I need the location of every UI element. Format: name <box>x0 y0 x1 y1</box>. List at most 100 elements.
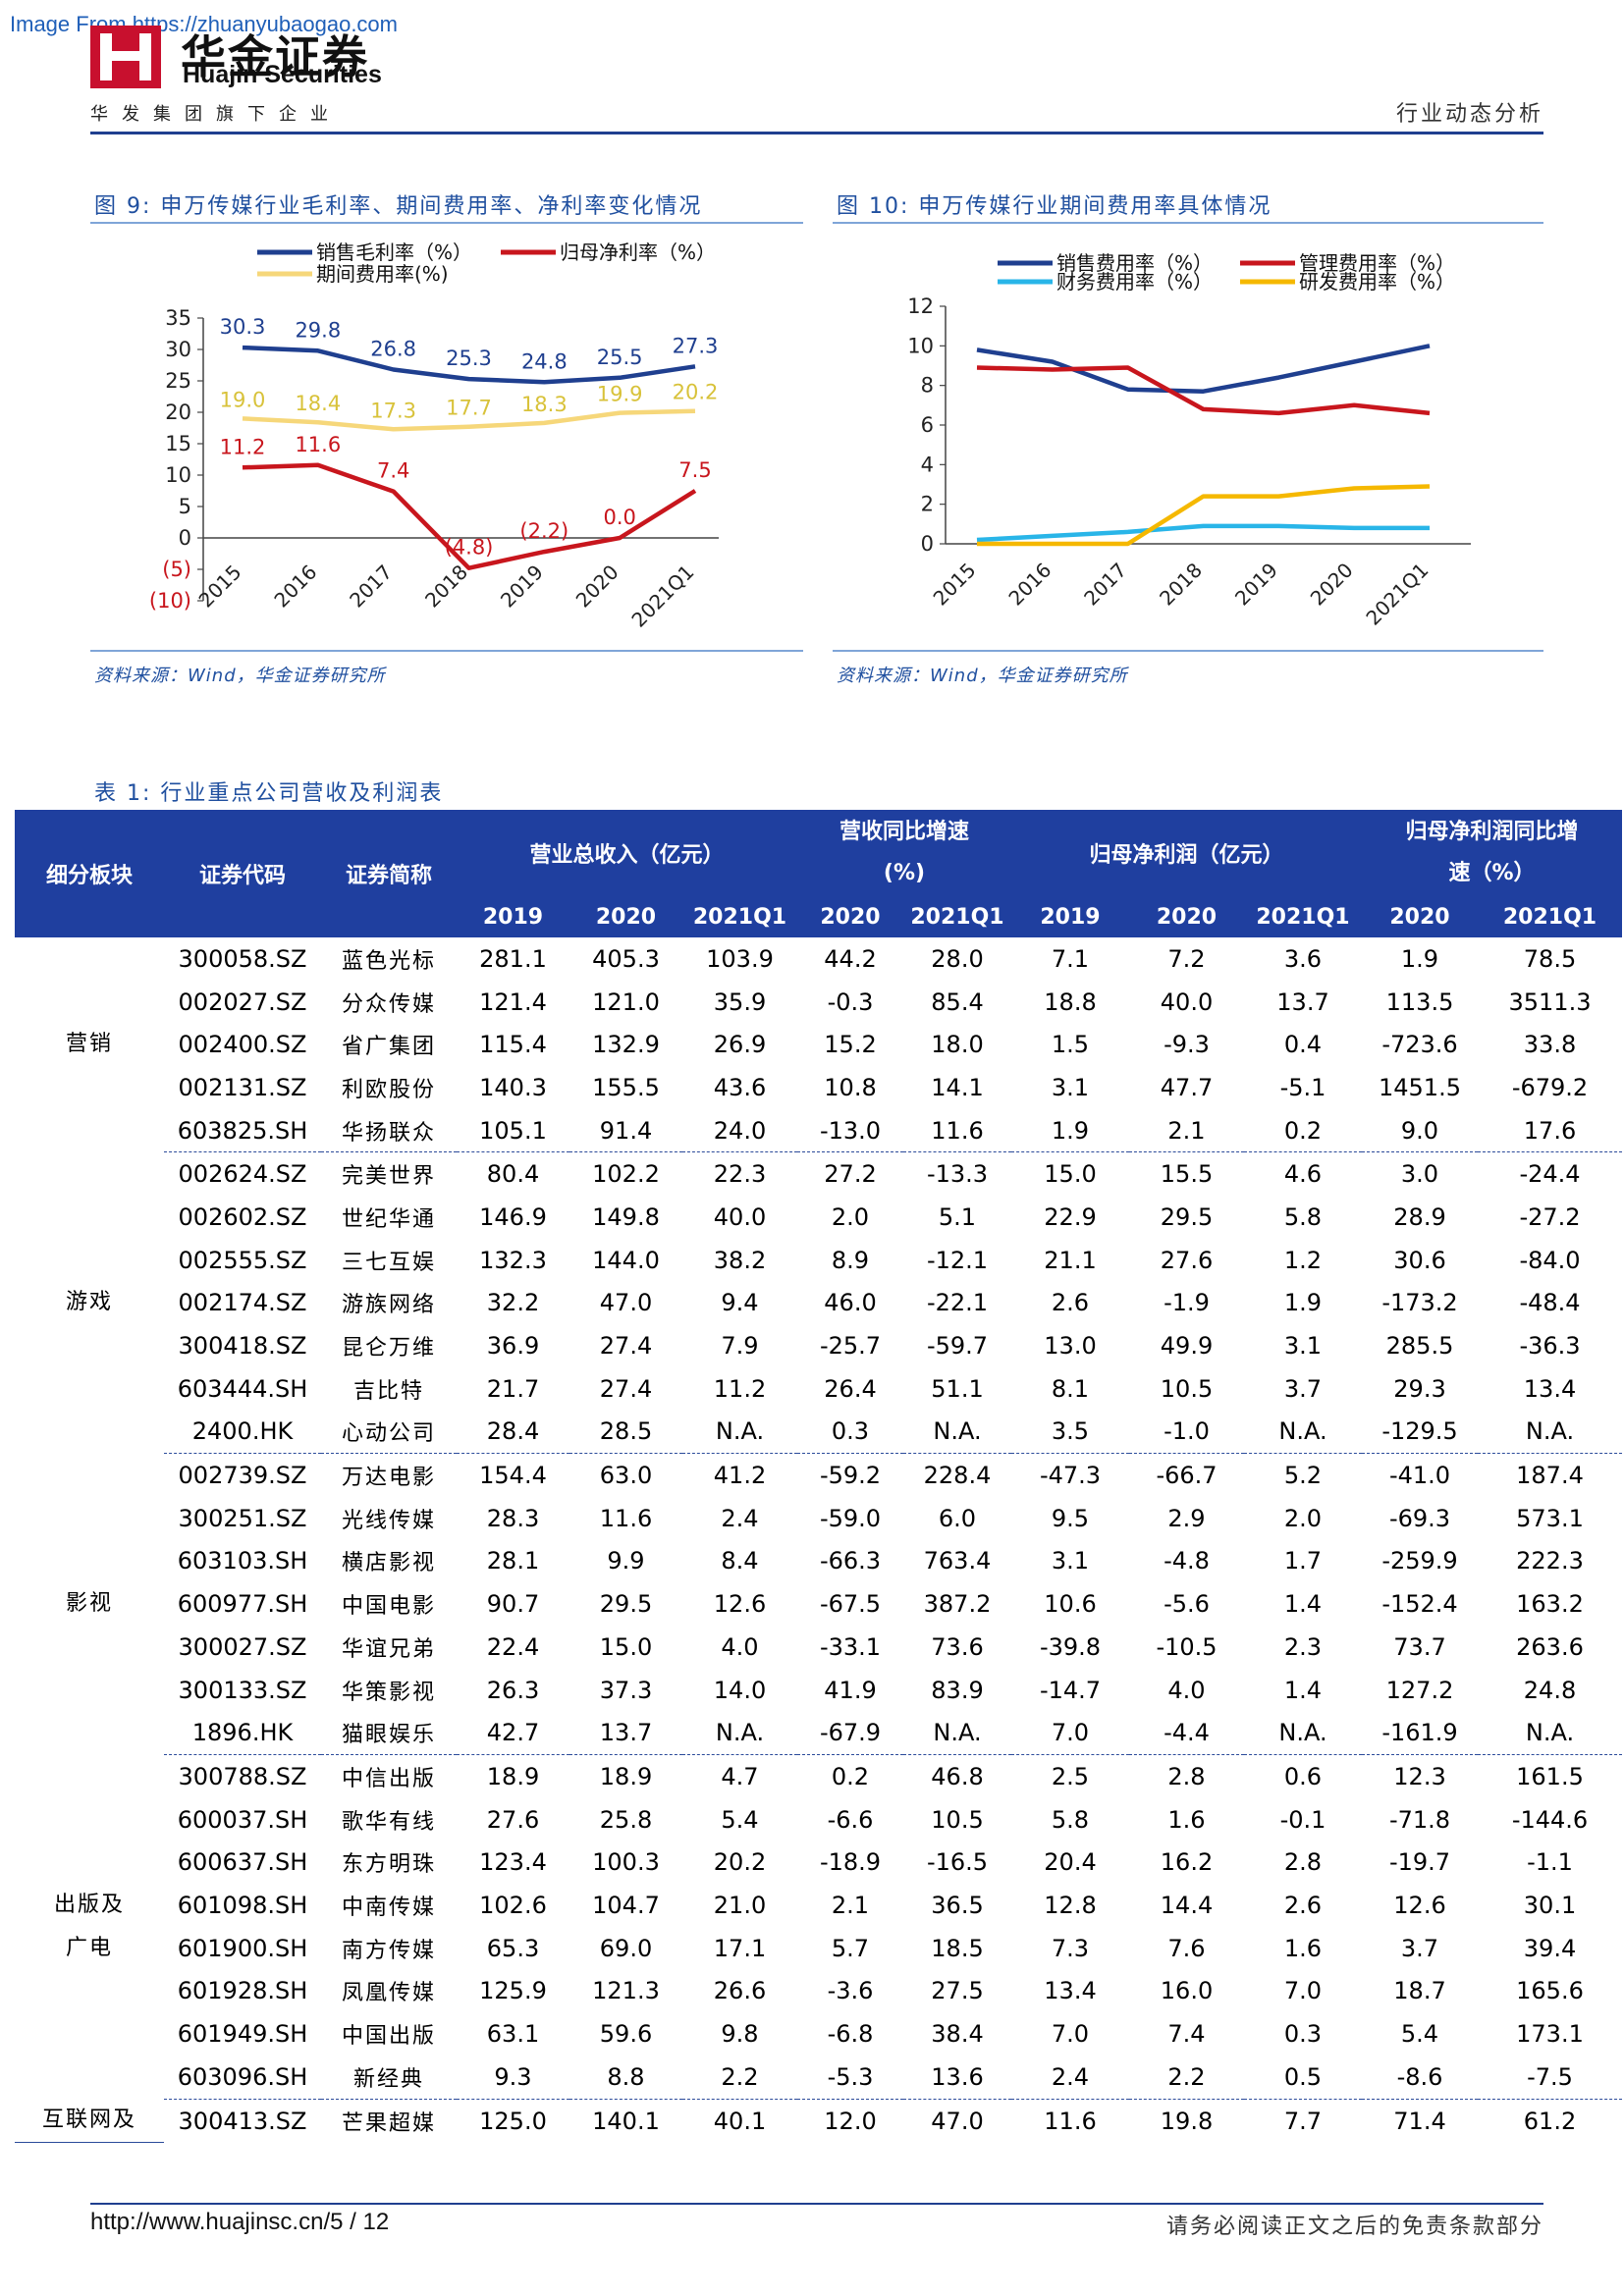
x-tick-label: 2015 <box>929 559 981 611</box>
series-line-3 <box>977 484 1431 547</box>
value-cell: 35.9 <box>713 988 767 1016</box>
value-cell: 40.1 <box>713 2107 767 2135</box>
value-cell: 113.5 <box>1385 988 1454 1016</box>
series-line-1 <box>242 462 697 570</box>
stock-code-cell: 603825.SH <box>164 1108 321 1153</box>
table-row: 002027.SZ 分众传媒 121.4 121.0 35.9 -0.3 85.4 18.8 4… <box>15 981 1622 1024</box>
stock-name-cell: 完美世界 <box>341 1164 436 1190</box>
stock-code-cell: 300788.SZ <box>178 1762 307 1790</box>
col-header-code: 证券代码 <box>164 810 321 937</box>
value-cell: 121.4 <box>479 988 547 1016</box>
data-label: (4.8) <box>445 536 494 560</box>
stock-code-cell: 002555.SZ <box>178 1246 307 1274</box>
value-cell: 123.4 <box>479 1848 547 1877</box>
table-row: 600977.SH 中国电影 90.7 29.5 12.6 -67.5 387.2 10.6 -… <box>15 1582 1622 1626</box>
value-cell: 1.9 <box>1400 944 1439 973</box>
value-cell: 7.9 <box>721 1332 759 1361</box>
logo-english-name: Huajin Securities <box>183 61 382 88</box>
value-cell: -259.9 <box>1381 1547 1458 1575</box>
value-cell: 1.5 <box>1051 1031 1090 1059</box>
x-tick-label: 2020 <box>1306 559 1358 611</box>
value-cell: -67.9 <box>797 1711 903 1756</box>
value-cell: 187.4 <box>1516 1462 1584 1490</box>
table-title: 表 1: 行业重点公司营收及利润表 <box>94 781 444 806</box>
value-cell: 9.0 <box>1362 1108 1478 1153</box>
value-cell: 1.6 <box>1283 1934 1323 1962</box>
value-cell: 78.5 <box>1523 944 1577 973</box>
value-cell: -129.5 <box>1362 1410 1478 1455</box>
data-label: 0.0 <box>603 506 635 529</box>
value-cell: N.A. <box>903 1711 1011 1756</box>
value-cell: 12.8 <box>1044 1891 1097 1919</box>
sector-label: 出版及 <box>53 1892 125 1917</box>
footer-divider <box>90 2203 1543 2205</box>
stock-code-cell: 300418.SZ <box>178 1332 307 1361</box>
stock-code-cell: 603103.SH <box>177 1547 308 1575</box>
value-cell: -1.0 <box>1129 1410 1244 1455</box>
value-cell: 41.2 <box>713 1462 767 1490</box>
x-tick-label: 2016 <box>1003 559 1056 611</box>
value-cell: 121.0 <box>592 988 660 1016</box>
value-cell: 8.4 <box>721 1547 759 1575</box>
stock-name-cell: 昆仑万维 <box>341 1336 436 1362</box>
value-cell: 1.4 <box>1283 1590 1323 1619</box>
value-cell: 40.0 <box>713 1202 767 1231</box>
value-cell: -4.8 <box>1164 1547 1210 1575</box>
value-cell: -3.6 <box>827 1977 874 2005</box>
value-cell: 132.9 <box>592 1031 660 1059</box>
y-tick-label: 25 <box>165 369 191 393</box>
value-cell: 6.0 <box>938 1504 977 1532</box>
stock-name-cell: 横店影视 <box>341 1551 436 1576</box>
value-cell: 21.0 <box>713 1891 767 1919</box>
legend-label: 归母净利率（%） <box>560 240 716 264</box>
value-cell: 263.6 <box>1516 1632 1584 1661</box>
value-cell: 1451.5 <box>1379 1073 1461 1101</box>
series-line-0 <box>976 344 1431 394</box>
value-cell: 5.8 <box>1051 1805 1090 1834</box>
value-cell: N.A. <box>1244 1711 1362 1756</box>
fig10-title: 图 10: 申万传媒行业期间费用率具体情况 <box>837 194 1272 219</box>
y-tick-label: 0 <box>179 526 191 550</box>
data-label: 18.4 <box>295 392 341 415</box>
legend-label: 管理费用率（%） <box>1299 251 1455 275</box>
sector-cell: 互联网及 <box>15 2099 164 2144</box>
stock-name-cell: 华扬联众 <box>321 1108 457 1153</box>
value-cell: 22.3 <box>713 1160 767 1189</box>
value-cell: 20.2 <box>713 1848 767 1877</box>
value-cell: 140.3 <box>479 1073 547 1101</box>
value-cell: -41.0 <box>1388 1462 1451 1490</box>
value-cell: 28.4 <box>457 1410 569 1455</box>
value-cell: 763.4 <box>923 1547 992 1575</box>
stock-name-cell: 世纪华通 <box>341 1206 436 1232</box>
stock-code-cell: 300133.SZ <box>178 1676 307 1704</box>
value-cell: 2.6 <box>1283 1891 1323 1919</box>
series-line-2 <box>976 523 1430 543</box>
sector-label: 游戏 <box>65 1290 113 1315</box>
table-row: 影视 002739.SZ 万达电影 154.4 63.0 41.2 -59.2 228.4 -4… <box>15 1454 1622 1616</box>
value-cell: 13.7 <box>569 1711 682 1756</box>
value-cell: 2.5 <box>1051 1762 1090 1790</box>
subheader-cell: 2020 <box>1362 896 1478 937</box>
value-cell: -144.6 <box>1511 1805 1589 1834</box>
value-cell: -9.3 <box>1164 1031 1210 1059</box>
data-label: 18.3 <box>521 393 568 416</box>
data-label: (2.2) <box>519 519 568 543</box>
value-cell: -24.4 <box>1519 1160 1581 1189</box>
value-cell: -14.7 <box>1039 1676 1102 1704</box>
footer-url-link[interactable]: http://www.huajinsc.cn/ <box>90 2209 331 2235</box>
y-tick-label: 10 <box>165 463 191 487</box>
y-tick-label: 0 <box>921 532 934 556</box>
y-tick-label: 5 <box>179 495 191 518</box>
value-cell: 30.6 <box>1393 1246 1446 1274</box>
y-tick-label: 35 <box>165 306 191 330</box>
value-cell: -69.3 <box>1388 1504 1451 1532</box>
value-cell: 0.2 <box>1244 1108 1362 1153</box>
value-cell: 9.4 <box>721 1289 759 1317</box>
stock-code-cell: 2400.HK <box>164 1410 321 1455</box>
col-header-name: 证券简称 <box>321 810 457 937</box>
value-cell: 71.4 <box>1393 2107 1446 2135</box>
table-row: 出版及 广电 300788.SZ 中信出版 18.9 18.9 4.7 0.2 46.8 2.5 2… <box>15 1755 1622 1960</box>
legend-label: 销售毛利率（%） <box>316 240 472 264</box>
value-cell: 387.2 <box>923 1590 992 1619</box>
